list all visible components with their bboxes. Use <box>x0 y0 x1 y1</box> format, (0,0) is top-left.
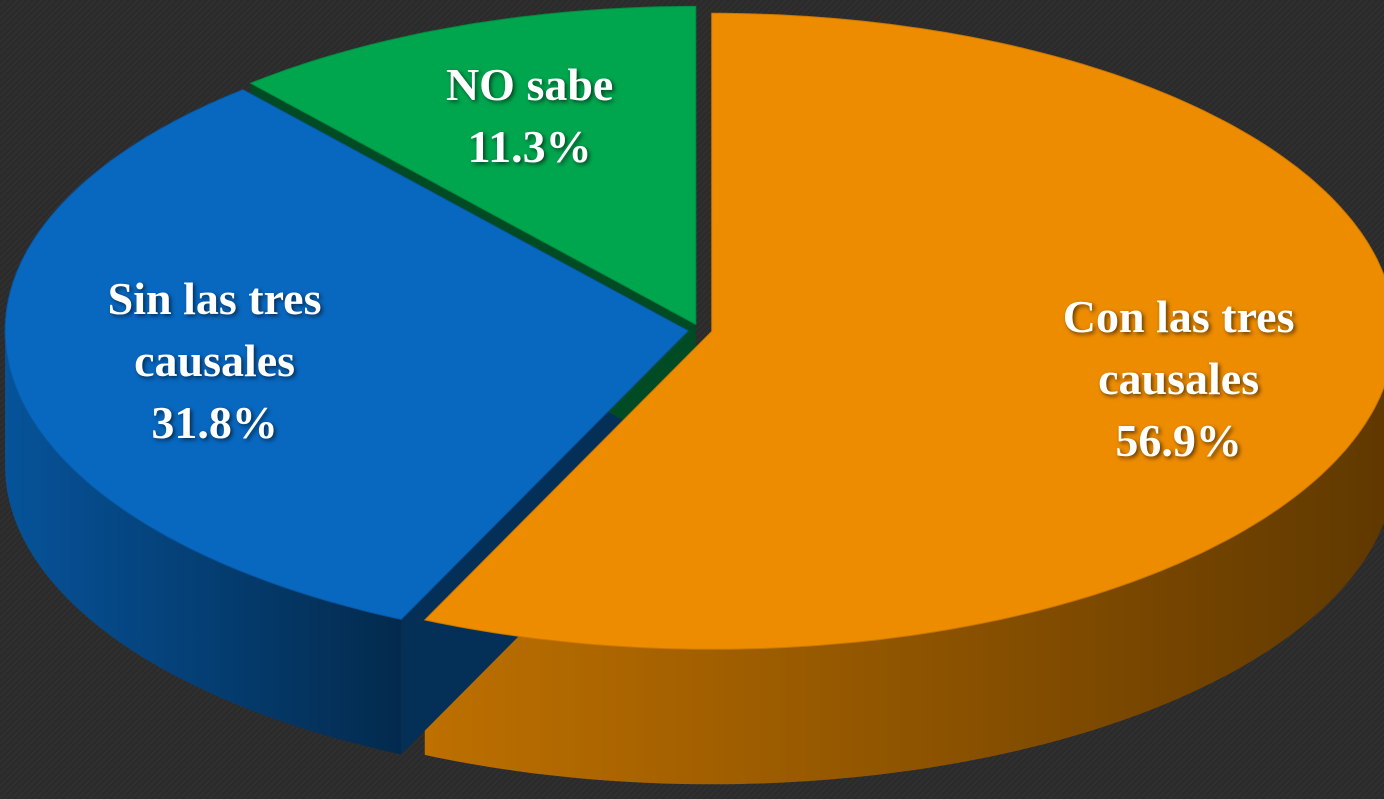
slice-side <box>424 387 1384 785</box>
data-label: Sin las tres causales 31.8% <box>45 268 385 454</box>
category-label: Sin las tres causales <box>107 273 322 387</box>
category-label: Con las tres causales <box>1062 291 1295 405</box>
slice <box>4 89 689 620</box>
slice <box>249 5 697 326</box>
slice-side <box>5 330 402 755</box>
value-label: 31.8% <box>151 397 278 449</box>
value-label: 56.9% <box>1115 415 1242 467</box>
slice-tops <box>4 5 1384 650</box>
category-label: NO sabe <box>445 58 614 110</box>
data-label: NO sabe 11.3% <box>360 54 700 178</box>
data-label: Con las tres causales 56.9% <box>1009 286 1349 472</box>
value-label: 11.3% <box>467 120 592 172</box>
slice <box>423 12 1384 650</box>
